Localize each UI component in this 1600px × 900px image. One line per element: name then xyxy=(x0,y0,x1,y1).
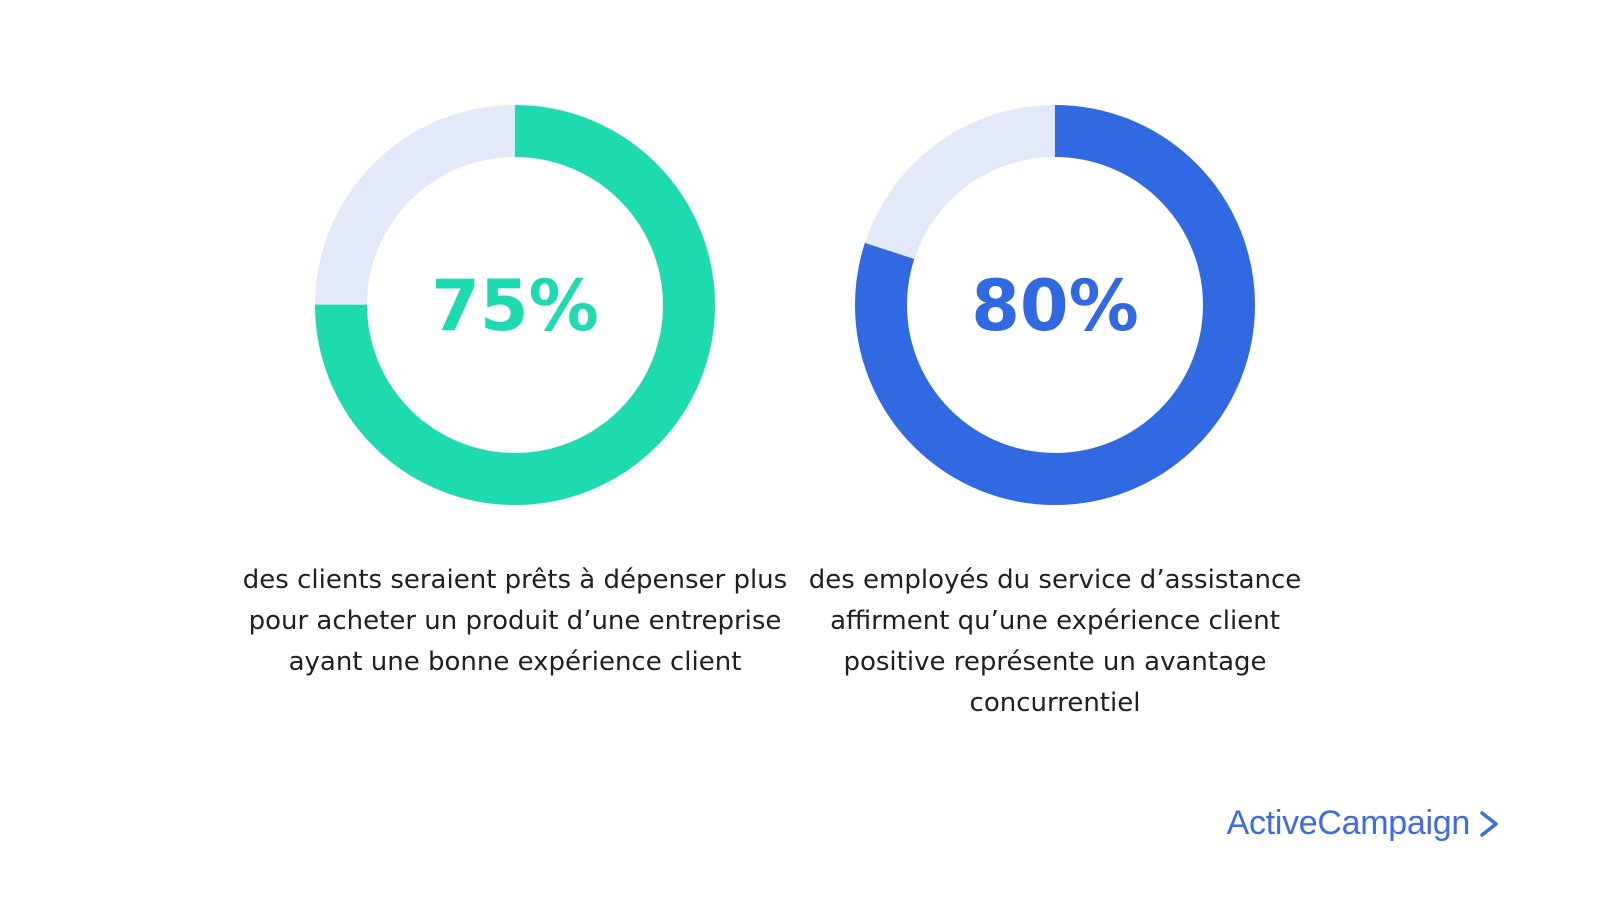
caption-clients: des clients seraient prêts à dépenser pl… xyxy=(242,565,788,677)
donut-chart-employees: 80% xyxy=(853,103,1257,507)
brand-name: ActiveCampaign xyxy=(1226,804,1471,842)
donut-svg: 75% xyxy=(315,105,715,505)
caption-employees: des employés du service d’assistance aff… xyxy=(808,565,1302,718)
donut-chart-clients: 75% xyxy=(313,103,717,507)
donut-value-arc xyxy=(855,105,1255,505)
brand-logo: ActiveCampaign xyxy=(1227,804,1500,843)
donut-value-arc xyxy=(315,105,715,505)
percent-label: 75% xyxy=(431,265,599,347)
donut-svg: 80% xyxy=(855,105,1255,505)
chevron-right-icon xyxy=(1480,810,1498,837)
percent-label: 80% xyxy=(971,265,1139,347)
